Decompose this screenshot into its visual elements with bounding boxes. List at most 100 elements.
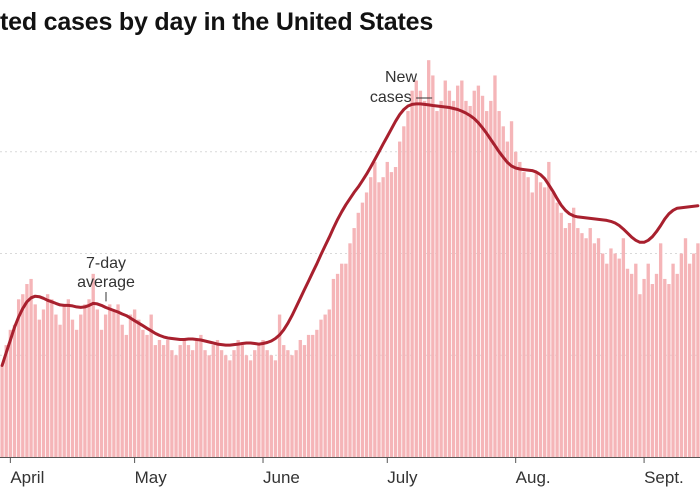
bar-day-137 [567, 222, 572, 457]
bar-day-141 [584, 238, 588, 457]
bar-day-92 [381, 177, 385, 457]
bar-day-15 [62, 304, 66, 457]
bar-day-165 [683, 238, 688, 457]
bar-day-160 [663, 278, 667, 457]
bar-day-124 [514, 151, 518, 457]
bar-day-117 [485, 111, 489, 458]
bar-day-100 [414, 80, 418, 458]
bar-day-101 [418, 90, 423, 457]
bar-day-58 [240, 345, 244, 457]
bar-day-144 [596, 238, 601, 457]
new-cases-annotation-line-1: cases — [370, 89, 432, 106]
bar-day-123 [509, 121, 514, 457]
bar-day-56 [232, 350, 236, 457]
bar-day-161 [667, 284, 671, 457]
bar-day-148 [613, 253, 617, 457]
bar-day-65 [269, 355, 273, 457]
bar-day-39 [161, 345, 166, 457]
bar-day-46 [190, 350, 195, 457]
seven-day-average-line [0, 102, 700, 367]
bar-day-110 [456, 85, 460, 458]
bar-day-18 [74, 329, 79, 457]
bar-day-51 [211, 345, 215, 457]
bar-day-28 [116, 304, 120, 457]
bar-day-54 [224, 355, 228, 457]
bar-day-133 [551, 192, 555, 457]
bar-day-4 [16, 299, 21, 457]
bar-day-48 [199, 334, 203, 457]
bar-day-152 [629, 273, 634, 457]
bar-day-36 [149, 314, 153, 457]
bar-day-122 [505, 141, 510, 457]
bar-day-140 [580, 233, 584, 457]
bar-day-70 [290, 355, 294, 457]
average-line-layer [0, 102, 700, 367]
bar-day-24 [99, 329, 104, 457]
bar-day-162 [671, 263, 675, 457]
bar-day-55 [228, 360, 232, 457]
bar-day-109 [451, 100, 456, 457]
bar-day-88 [364, 192, 369, 457]
bar-day-53 [219, 350, 224, 457]
bar-day-130 [538, 182, 543, 457]
bar-day-154 [638, 294, 642, 457]
bar-day-102 [422, 100, 427, 457]
bar-day-156 [646, 263, 650, 457]
bar-day-66 [273, 360, 278, 457]
average-annotation-line-0: 7-day [86, 255, 126, 272]
bar-day-27 [112, 309, 116, 457]
bar-day-158 [654, 273, 659, 457]
bar-day-50 [207, 355, 211, 457]
bar-day-8 [33, 304, 37, 457]
bar-day-78 [323, 314, 327, 457]
bar-day-75 [311, 334, 315, 457]
x-tick-label-4: Aug. [516, 468, 551, 487]
bar-day-87 [360, 202, 365, 457]
bar-day-97 [402, 126, 406, 457]
bar-day-21 [87, 299, 91, 457]
bar-day-106 [439, 100, 443, 457]
bar-day-139 [576, 228, 580, 457]
bar-day-96 [398, 141, 402, 457]
bar-day-115 [476, 85, 481, 458]
bar-day-32 [132, 309, 137, 457]
bar-day-90 [373, 161, 377, 458]
bar-day-159 [658, 243, 663, 457]
bar-day-3 [12, 324, 17, 457]
bar-day-72 [298, 339, 302, 457]
bar-day-143 [592, 243, 597, 457]
bar-day-112 [464, 100, 468, 457]
bar-day-80 [331, 278, 336, 457]
new-cases-annotation-line-0: New [385, 69, 417, 86]
x-tick-label-5: Sept. [644, 468, 684, 487]
bar-day-85 [352, 228, 356, 457]
new-cases-bars [0, 60, 700, 458]
x-tick-label-1: May [135, 468, 168, 487]
bar-day-127 [526, 177, 530, 457]
bar-day-62 [257, 345, 261, 457]
bar-day-33 [137, 319, 141, 457]
bar-day-47 [195, 339, 199, 457]
bar-day-163 [675, 273, 679, 457]
bar-day-89 [369, 177, 373, 457]
bar-day-138 [571, 207, 576, 457]
bar-day-22 [91, 273, 95, 457]
bar-day-13 [54, 314, 58, 457]
bar-day-67 [277, 314, 282, 457]
bar-day-38 [157, 339, 162, 457]
bar-day-125 [518, 161, 522, 458]
bar-day-35 [145, 334, 149, 457]
chart-title: ted cases by day in the United States [0, 8, 434, 36]
bar-day-103 [427, 60, 431, 458]
bar-day-166 [687, 263, 692, 457]
bar-day-69 [286, 350, 290, 457]
bar-day-59 [244, 355, 249, 457]
bar-day-57 [236, 339, 240, 457]
bar-day-79 [327, 309, 331, 457]
bar-day-77 [319, 319, 323, 457]
bar-day-155 [642, 278, 646, 457]
bar-day-118 [489, 100, 493, 457]
bar-day-49 [203, 350, 207, 457]
bar-day-64 [265, 350, 269, 457]
